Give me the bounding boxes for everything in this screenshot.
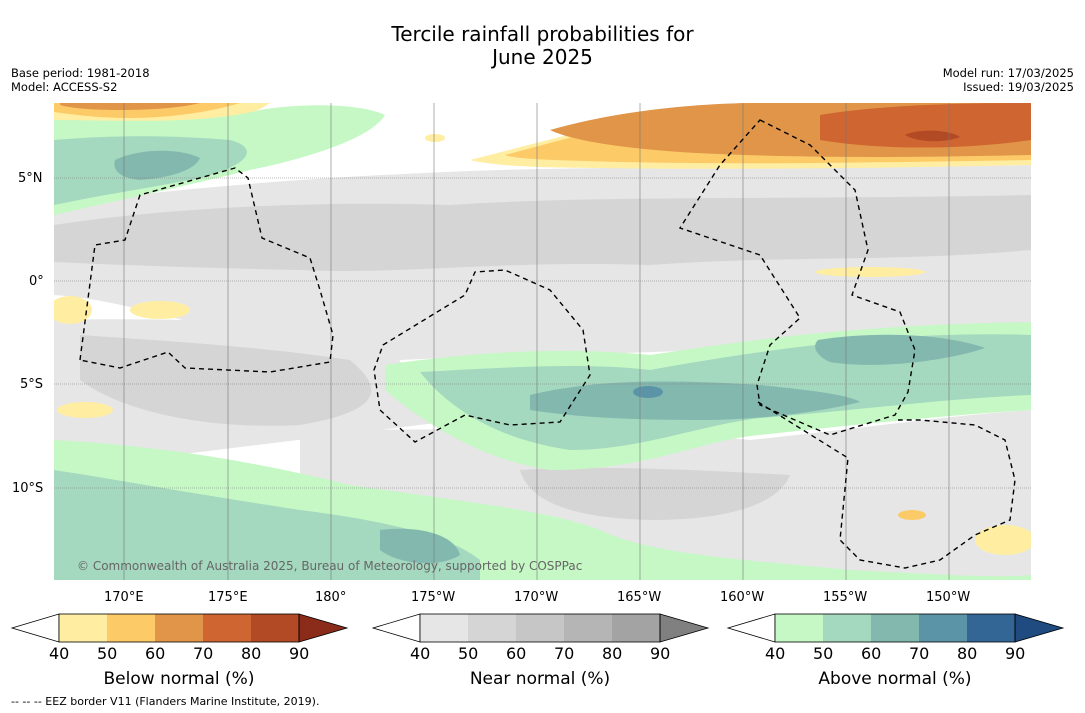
colorbar-near-outline <box>419 613 661 643</box>
below-normal-region-ne-4 <box>820 103 1031 148</box>
below-normal-patch-w <box>54 296 92 324</box>
colorbar-below-tick-40: 40 <box>49 644 70 663</box>
lat-label-0: 0° <box>29 274 44 289</box>
colorbar-above-outline <box>774 613 1016 643</box>
colorbar-near-tick-50: 50 <box>458 644 479 663</box>
eez-borders <box>79 119 1016 569</box>
colorbar-below-tick-60: 60 <box>145 644 166 663</box>
colorbar-near-upper-extend <box>659 613 710 643</box>
eez-border-tokelau <box>373 269 591 443</box>
colorbar-below-tick-80: 80 <box>241 644 262 663</box>
lon-label-180: 180° <box>315 590 347 605</box>
lon-label-170w: 170°W <box>514 590 559 605</box>
above-normal-region-sw-3 <box>380 528 460 564</box>
lat-label-10s: 10°S <box>12 481 44 496</box>
lon-label-170e: 170°E <box>104 590 144 605</box>
above-normal-region-east-core <box>815 334 985 365</box>
below-normal-patch-s <box>898 510 926 520</box>
below-normal-region-nw-3 <box>60 103 200 110</box>
colorbar-above-tick-80: 80 <box>957 644 978 663</box>
colorbar-near-bin-1 <box>420 614 468 642</box>
colorbar-above-bin-3 <box>871 614 919 642</box>
colorbar-below-tick-70: 70 <box>193 644 214 663</box>
colorbar-below-bin-2 <box>107 614 155 642</box>
map-title-line1: Tercile rainfall probabilities for <box>391 22 694 46</box>
colorbar-above-bin-5 <box>967 614 1015 642</box>
colorbar-below-lower-extend <box>10 613 60 643</box>
metadata-left: Base period: 1981-2018 Model: ACCESS-S2 <box>11 66 150 94</box>
copyright-text: © Commonwealth of Australia 2025, Bureau… <box>77 559 583 573</box>
colorbar-near-bin-2 <box>468 614 516 642</box>
map-title-line2: June 2025 <box>492 45 593 69</box>
colorbar-below-tick-50: 50 <box>97 644 118 663</box>
colorbar-below-bin-3 <box>155 614 203 642</box>
colorbar-near-bin-4 <box>564 614 612 642</box>
colorbar-near-tick-60: 60 <box>506 644 527 663</box>
below-normal-patch-e <box>815 267 925 277</box>
colorbar-near-tick-70: 70 <box>554 644 575 663</box>
colorbar-above-tick-90: 90 <box>1005 644 1026 663</box>
map-canvas <box>54 103 1031 580</box>
above-normal-core <box>633 386 663 398</box>
colorbar-below-tick-90: 90 <box>289 644 310 663</box>
lon-label-155w: 155°W <box>823 590 868 605</box>
above-normal-region-central-3 <box>530 381 860 420</box>
colorbar-above-tick-60: 60 <box>861 644 882 663</box>
colorbar-near-normal <box>371 613 710 643</box>
model-run-text: Model run: 17/03/2025 <box>942 66 1074 80</box>
above-normal-region-nw-3 <box>114 150 200 180</box>
colorbar-above-bin-2 <box>823 614 871 642</box>
lon-label-160w: 160°W <box>720 590 765 605</box>
colorbar-near-lower-extend <box>371 613 421 643</box>
model-text: Model: ACCESS-S2 <box>11 80 118 94</box>
colorbar-below-normal <box>10 613 349 643</box>
colorbar-above-upper-extend <box>1014 613 1065 643</box>
above-normal-region-sw-2 <box>54 470 480 580</box>
colorbar-above-label: Above normal (%) <box>818 669 972 689</box>
below-normal-patch-n <box>425 134 445 142</box>
lon-label-175e: 175°E <box>208 590 248 605</box>
colorbar-above-bin-1 <box>775 614 823 642</box>
colorbar-below-outline <box>58 613 300 643</box>
eez-footer-note: -- -- -- EEZ border V11 (Flanders Marine… <box>11 695 320 708</box>
near-normal-band-south-inner <box>520 467 790 520</box>
colorbar-above-tick-50: 50 <box>813 644 834 663</box>
colorbar-below-bin-1 <box>59 614 107 642</box>
colorbar-below-bin-4 <box>203 614 251 642</box>
colorbar-near-bin-3 <box>516 614 564 642</box>
near-normal-band-north-inner <box>54 195 1031 272</box>
metadata-right: Model run: 17/03/2025 Issued: 19/03/2025 <box>943 66 1074 94</box>
colorbar-above-lower-extend <box>726 613 776 643</box>
eez-border-line-islands <box>678 119 916 436</box>
base-period-text: Base period: 1981-2018 <box>11 66 150 80</box>
lat-label-5s: 5°S <box>20 377 44 392</box>
colorbar-near-tick-90: 90 <box>650 644 671 663</box>
colorbar-near-tick-40: 40 <box>410 644 431 663</box>
lon-label-150w: 150°W <box>926 590 971 605</box>
colorbar-above-tick-40: 40 <box>765 644 786 663</box>
below-normal-patch-sw <box>57 402 113 418</box>
eez-border-tuvalu <box>79 167 334 373</box>
lon-label-175w: 175°W <box>411 590 456 605</box>
below-normal-region-ne-5 <box>905 130 960 142</box>
colorbar-above-bin-4 <box>919 614 967 642</box>
lat-label-5n: 5°N <box>18 171 43 186</box>
colorbar-near-bin-5 <box>612 614 660 642</box>
colorbar-below-bin-5 <box>251 614 299 642</box>
below-normal-patch-w2 <box>130 301 190 319</box>
colorbar-above-tick-70: 70 <box>909 644 930 663</box>
colorbar-below-upper-extend <box>298 613 349 643</box>
issued-text: Issued: 19/03/2025 <box>963 80 1074 94</box>
graticule <box>54 103 1031 580</box>
colorbar-near-tick-80: 80 <box>602 644 623 663</box>
below-normal-patch-se <box>975 525 1031 555</box>
colorbar-near-label: Near normal (%) <box>469 669 611 689</box>
colorbar-above-normal <box>726 613 1065 643</box>
lon-label-165w: 165°W <box>617 590 662 605</box>
colorbar-below-label: Below normal (%) <box>103 669 255 689</box>
